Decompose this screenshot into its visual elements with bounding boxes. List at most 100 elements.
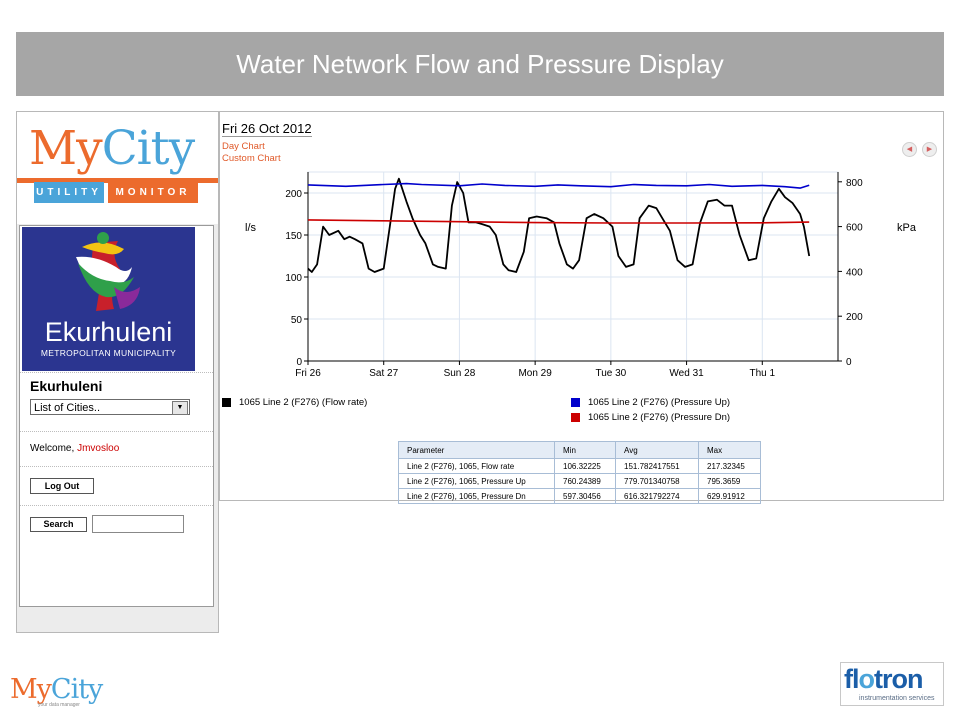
stats-table: Parameter Min Avg Max Line 2 (F276), 106…	[398, 441, 761, 504]
custom-chart-link[interactable]: Custom Chart	[222, 153, 281, 164]
sidebar-panel: Ekurhuleni METROPOLITAN MUNICIPALITY Eku…	[19, 225, 214, 607]
logo-my-text: My	[29, 121, 103, 176]
legend-flow-label: 1065 Line 2 (F276) (Flow rate)	[239, 397, 368, 408]
col-header: Parameter	[398, 441, 555, 459]
y-left-tick-label: 0	[296, 357, 302, 368]
sidebar: MyCity UTILITY MONITOR Ekurhuleni METROP…	[16, 111, 219, 633]
x-tick-label: Sat 27	[369, 368, 398, 379]
banner-title: Water Network Flow and Pressure Display	[236, 48, 724, 79]
monitor-tab[interactable]: MONITOR	[108, 182, 198, 203]
legend-pressure-up-label: 1065 Line 2 (F276) (Pressure Up)	[588, 397, 731, 408]
table-cell: Line 2 (F276), 1065, Pressure Dn	[398, 488, 555, 504]
flow-pressure-chart: 0 50 100 150 200 0 200 400 600 800 Fri 26 Sat 27 Sun…	[285, 171, 863, 379]
table-cell: 106.32225	[554, 458, 616, 474]
org-name: Ekurhuleni	[44, 317, 173, 347]
y-left-tick-label: 100	[285, 273, 302, 284]
legend-swatch-pressure-up	[571, 398, 580, 407]
footer-logo-city: City	[50, 674, 103, 705]
x-tick-label: Fri 26	[295, 368, 321, 379]
ekurhuleni-logo: Ekurhuleni METROPOLITAN MUNICIPALITY	[22, 227, 195, 371]
flotron-fl: fl	[844, 664, 859, 694]
legend-pressure-up: 1065 Line 2 (F276) (Pressure Up)	[571, 397, 730, 408]
legend-swatch-pressure-dn	[571, 413, 580, 422]
flotron-subtitle: instrumentation services	[859, 695, 935, 702]
footer-logo-my: My	[10, 674, 52, 705]
table-cell: Line 2 (F276), 1065, Pressure Up	[398, 473, 555, 489]
table-row: Line 2 (F276), 1065, Flow rate 106.32225…	[398, 458, 761, 474]
series-line-flow-rate	[307, 177, 811, 273]
city-select[interactable]: List of Cities.. ▼	[30, 399, 190, 415]
col-header: Avg	[615, 441, 699, 459]
legend-flow: 1065 Line 2 (F276) (Flow rate)	[222, 397, 367, 408]
divider	[20, 505, 213, 506]
x-tick-label: Mon 29	[518, 368, 552, 379]
table-cell: 616.321792274	[615, 488, 699, 504]
search-input[interactable]	[92, 515, 184, 533]
city-select-value: List of Cities..	[34, 402, 101, 414]
plot-area	[307, 171, 839, 362]
footer-tagline: your data manager	[38, 702, 80, 708]
y-right-tick-label: 800	[846, 178, 863, 189]
y-left-tick-label: 200	[285, 189, 302, 200]
footer-mycity-logo: MyCity	[10, 674, 103, 705]
y-left-tick-label: 150	[285, 231, 302, 242]
logo-city-text: City	[101, 121, 195, 176]
y-right-tick-label: 600	[846, 223, 863, 234]
username: Jmvosloo	[77, 443, 120, 454]
app-frame: MyCity UTILITY MONITOR Ekurhuleni METROP…	[16, 111, 944, 633]
divider	[20, 431, 213, 432]
welcome-prefix: Welcome,	[30, 443, 75, 454]
table-cell: 151.782417551	[615, 458, 699, 474]
col-header: Max	[698, 441, 761, 459]
table-cell: 629.91912	[698, 488, 761, 504]
table-row: Line 2 (F276), 1065, Pressure Up 760.243…	[398, 473, 761, 489]
next-arrow-icon[interactable]: ▶	[922, 142, 937, 157]
table-cell: Line 2 (F276), 1065, Flow rate	[398, 458, 555, 474]
legend-swatch-flow	[222, 398, 231, 407]
legend-pressure-dn-label: 1065 Line 2 (F276) (Pressure Dn)	[588, 412, 731, 423]
x-tick-label: Sun 28	[444, 368, 476, 379]
table-cell: 795.3659	[698, 473, 761, 489]
flotron-tron: tron	[874, 664, 923, 694]
chart-panel: Fri 26 Oct 2012 Day Chart Custom Chart ◀…	[219, 111, 944, 504]
y-right-tick-label: 200	[846, 312, 863, 323]
chart-date: Fri 26 Oct 2012	[222, 121, 312, 137]
divider	[20, 372, 213, 373]
flotron-logo: flotron instrumentation services	[840, 662, 944, 706]
logout-button[interactable]: Log Out	[30, 478, 94, 494]
table-cell: 597.30456	[554, 488, 616, 504]
y-left-tick-label: 50	[291, 315, 303, 326]
mycity-logo[interactable]: MyCity	[29, 114, 195, 184]
ekurhuleni-emblem-icon	[76, 232, 140, 311]
city-title: Ekurhuleni	[30, 378, 103, 394]
y-right-tick-label: 400	[846, 267, 863, 278]
y-left-label: l/s	[245, 222, 256, 234]
day-chart-link[interactable]: Day Chart	[222, 141, 265, 152]
table-cell: 217.32345	[698, 458, 761, 474]
x-tick-label: Thu 1	[749, 368, 775, 379]
table-cell: 779.701340758	[615, 473, 699, 489]
logo-underline	[17, 178, 218, 183]
chevron-down-icon[interactable]: ▼	[172, 401, 188, 415]
x-tick-label: Wed 31	[669, 368, 704, 379]
flotron-wordmark: flotron	[844, 664, 923, 695]
series-line-pressure-up	[307, 182, 810, 189]
prev-arrow-icon[interactable]: ◀	[902, 142, 917, 157]
legend-pressure-dn: 1065 Line 2 (F276) (Pressure Dn)	[571, 412, 730, 423]
search-button[interactable]: Search	[30, 517, 87, 532]
org-subtitle: METROPOLITAN MUNICIPALITY	[40, 348, 177, 358]
series-line-pressure-dn	[307, 219, 810, 224]
y-right-label: kPa	[897, 222, 916, 234]
table-cell: 760.24389	[554, 473, 616, 489]
divider	[20, 466, 213, 467]
y-right-tick-label: 0	[846, 357, 852, 368]
x-tick-label: Tue 30	[595, 368, 626, 379]
flotron-o: o	[858, 664, 875, 694]
table-row: Line 2 (F276), 1065, Pressure Dn 597.304…	[398, 488, 761, 504]
col-header: Min	[554, 441, 616, 459]
stats-header-row: Parameter Min Avg Max	[398, 441, 761, 459]
page-banner: Water Network Flow and Pressure Display	[16, 32, 944, 96]
utility-tab[interactable]: UTILITY	[34, 182, 104, 203]
welcome-text: Welcome, Jmvosloo	[30, 443, 119, 454]
mycity-logo-area: MyCity UTILITY MONITOR	[17, 112, 218, 224]
